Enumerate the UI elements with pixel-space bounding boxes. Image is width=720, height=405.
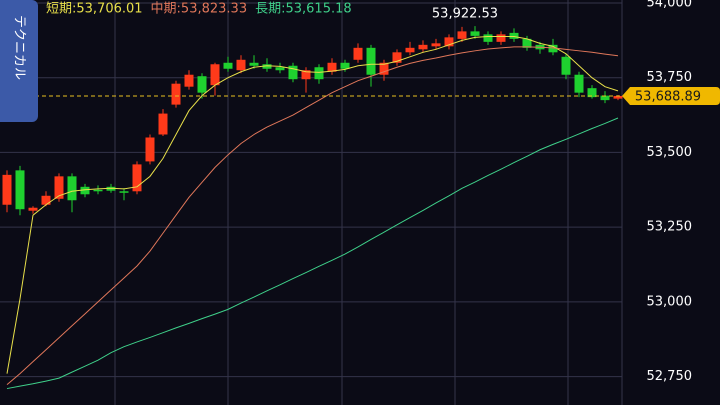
candle-body: [470, 31, 480, 36]
candle-body: [2, 174, 12, 205]
candle-body: [119, 191, 129, 193]
candle-body: [418, 44, 428, 50]
candle-body: [132, 164, 142, 192]
candle-body: [67, 176, 77, 201]
candle-body: [314, 67, 324, 80]
moving-average: [6, 35, 619, 374]
candle-body: [327, 62, 337, 72]
moving-average: [6, 46, 619, 386]
candle-body: [587, 88, 597, 98]
high-annotation: 53,922.53: [432, 7, 498, 22]
candle-body: [28, 207, 38, 211]
candle-body: [197, 76, 207, 93]
y-tick-label: 53,250: [647, 220, 693, 235]
candle-body: [548, 44, 558, 53]
price-box: [622, 86, 720, 105]
y-tick-label: 53,500: [647, 145, 693, 160]
candle-body: [93, 189, 103, 192]
candle-body: [405, 47, 415, 53]
candle-body: [496, 34, 506, 42]
candle-body: [275, 67, 285, 71]
candle-body: [444, 37, 454, 47]
candle-body: [288, 65, 298, 80]
y-tick-label: 54,000: [647, 0, 693, 10]
candle-body: [184, 74, 194, 87]
candle-body: [15, 170, 25, 210]
candle-body: [158, 113, 168, 135]
price-label: 53,688.89: [635, 89, 701, 104]
candle-body: [353, 47, 363, 60]
candle-body: [54, 176, 64, 199]
y-tick-label: 53,750: [647, 70, 693, 85]
candle-body: [301, 70, 311, 80]
candle-body: [41, 195, 51, 205]
candle-body: [561, 56, 571, 75]
legend-entry: 短期:53,706.01: [46, 2, 143, 17]
candle-body: [509, 32, 519, 39]
candle-body: [145, 137, 155, 162]
candle-body: [574, 74, 584, 93]
legend-entry: 中期:53,823.33: [151, 2, 248, 17]
candle-body: [210, 64, 220, 86]
y-tick-label: 53,000: [647, 294, 693, 309]
candle-body: [223, 62, 233, 69]
candle-body: [236, 59, 246, 71]
tab-label: テクニカル: [12, 15, 27, 80]
candle-body: [392, 52, 402, 63]
moving-average: [6, 117, 619, 390]
candle-body: [249, 62, 259, 66]
candle-body: [80, 186, 90, 195]
y-tick-label: 52,750: [647, 369, 693, 384]
candle-body: [613, 95, 623, 99]
candle-body: [483, 34, 493, 42]
legend-entry: 長期:53,615.18: [255, 2, 352, 17]
candle-body: [379, 62, 389, 75]
candle-body: [366, 47, 376, 75]
candle-body: [340, 62, 350, 69]
candle-body: [600, 95, 610, 101]
candle-body: [171, 83, 181, 105]
technical-tab: [0, 0, 38, 122]
candle-body: [431, 43, 441, 47]
candle-body: [457, 31, 467, 39]
candle-body: [522, 38, 532, 48]
candle-body: [262, 64, 272, 69]
